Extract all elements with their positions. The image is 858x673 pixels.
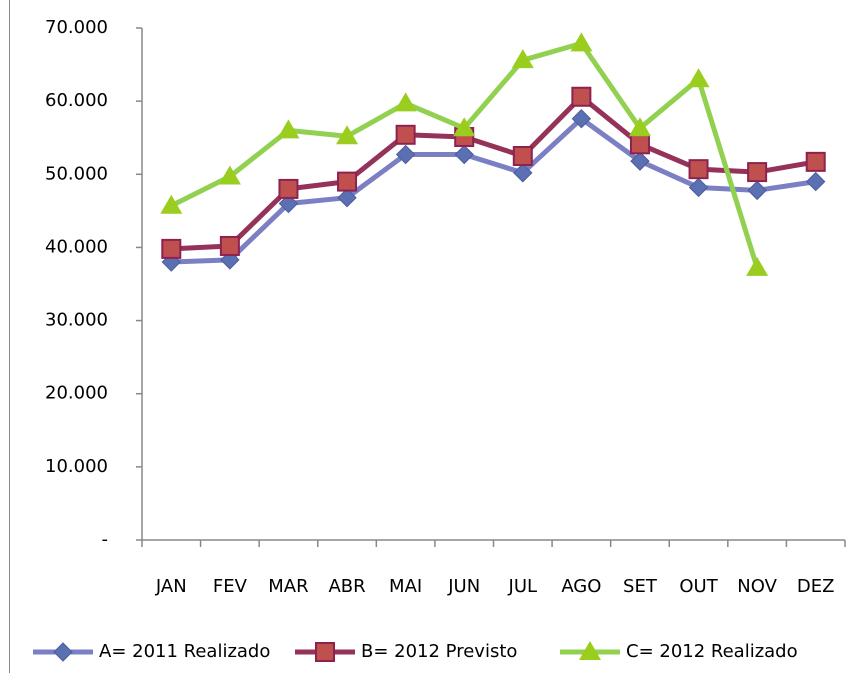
marker bbox=[747, 162, 768, 183]
x-tick-label: OUT bbox=[679, 576, 718, 597]
marker bbox=[511, 49, 534, 69]
marker bbox=[160, 194, 183, 214]
x-tick-label: ABR bbox=[328, 576, 365, 597]
marker bbox=[513, 163, 533, 183]
x-tick-label: DEZ bbox=[797, 576, 835, 597]
y-tick-label: 60.000 bbox=[45, 90, 108, 111]
marker bbox=[394, 92, 417, 112]
marker bbox=[161, 238, 182, 259]
y-tick-label: 40.000 bbox=[45, 236, 108, 257]
x-tick-label: JUN bbox=[447, 576, 480, 597]
marker bbox=[629, 134, 650, 155]
marker bbox=[512, 146, 533, 166]
x-tick-label: MAR bbox=[268, 576, 308, 597]
x-tick-label: NOV bbox=[737, 576, 777, 597]
legend-label: A= 2011 Realizado bbox=[99, 641, 270, 662]
marker bbox=[277, 119, 300, 139]
marker bbox=[219, 235, 240, 256]
marker bbox=[337, 187, 357, 208]
y-tick-label: 50.000 bbox=[45, 163, 108, 184]
marker bbox=[337, 171, 358, 192]
y-tick-label: 10.000 bbox=[45, 456, 108, 477]
y-tick-label: 30.000 bbox=[45, 310, 108, 331]
marker bbox=[747, 180, 767, 201]
marker bbox=[806, 171, 826, 192]
y-tick-label: 20.000 bbox=[45, 383, 108, 404]
marker bbox=[570, 32, 593, 52]
legend-marker bbox=[315, 642, 335, 662]
x-tick-label: AGO bbox=[561, 576, 601, 597]
marker bbox=[630, 151, 650, 171]
marker bbox=[218, 165, 241, 185]
marker bbox=[161, 252, 181, 272]
marker bbox=[278, 178, 299, 199]
marker bbox=[395, 144, 416, 165]
legend-marker bbox=[53, 642, 73, 662]
marker bbox=[805, 151, 826, 172]
marker bbox=[688, 177, 709, 198]
marker bbox=[746, 256, 769, 276]
y-tick-label: 70.000 bbox=[45, 17, 108, 38]
legend-label: C= 2012 Realizado bbox=[626, 641, 798, 662]
x-tick-label: FEV bbox=[213, 576, 248, 597]
x-tick-label: JUL bbox=[508, 576, 538, 597]
y-tick-label: - bbox=[102, 529, 109, 550]
marker bbox=[571, 108, 592, 129]
x-tick-label: SET bbox=[623, 576, 658, 597]
marker bbox=[628, 117, 651, 137]
marker bbox=[453, 117, 476, 137]
marker bbox=[395, 124, 416, 145]
marker bbox=[688, 159, 709, 180]
series-line bbox=[171, 116, 817, 265]
marker bbox=[687, 68, 710, 88]
legend-marker bbox=[579, 641, 601, 660]
marker bbox=[278, 193, 299, 214]
marker bbox=[454, 144, 474, 165]
x-tick-label: MAI bbox=[389, 576, 422, 597]
x-tick-label: JAN bbox=[155, 576, 187, 597]
marker bbox=[571, 86, 592, 107]
legend-label: B= 2012 Previsto bbox=[361, 641, 517, 662]
marker bbox=[336, 125, 359, 145]
